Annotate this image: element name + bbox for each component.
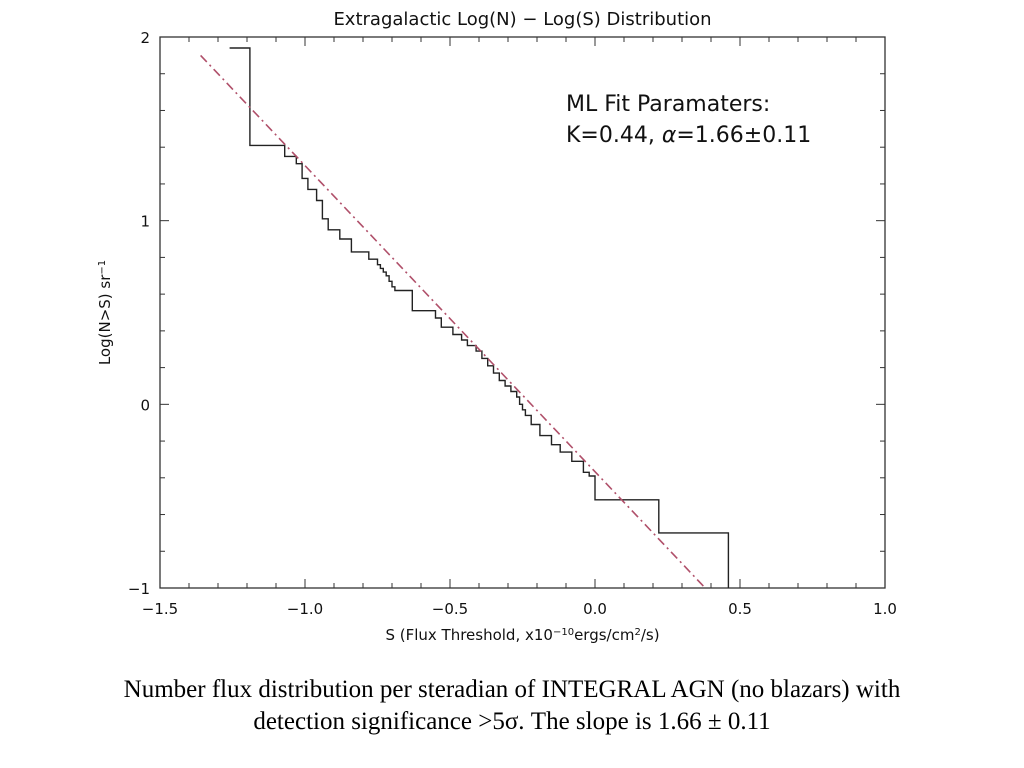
fit-params-values: K=0.44, α=1.66±0.11 — [566, 123, 811, 148]
figure-caption: Number flux distribution per steradian o… — [0, 674, 1024, 738]
fit-params-heading: ML Fit Paramaters: — [566, 92, 770, 117]
x-tick-label: 0.0 — [583, 600, 607, 618]
y-tick-label: 1 — [140, 213, 150, 231]
ml-fit-line — [200, 54, 706, 589]
y-tick-label: −1 — [128, 580, 150, 598]
plot-frame — [159, 36, 886, 589]
chart-title: Extragalactic Log(N) − Log(S) Distributi… — [333, 9, 711, 30]
caption-line-1: Number flux distribution per steradian o… — [123, 676, 901, 703]
y-axis-label: Log(N>S) sr−1 — [96, 260, 114, 365]
y-tick-label: 2 — [140, 29, 150, 47]
x-tick-label: 0.5 — [728, 600, 752, 618]
x-tick-label: −1.0 — [287, 600, 323, 618]
caption-line-2: detection significance >5σ. The slope is… — [253, 708, 771, 735]
step-distribution-line — [229, 47, 730, 588]
loglogn-chart: −1.5 −1.0 −0.5 0.0 0.5 1.0 −1 0 1 2 Extragalactic … — [96, 9, 897, 644]
x-tick-label: 1.0 — [873, 600, 897, 618]
x-tick-label: −0.5 — [432, 600, 468, 618]
y-tick-label: 0 — [140, 396, 150, 414]
figure: −1.5 −1.0 −0.5 0.0 0.5 1.0 −1 0 1 2 Extragalactic … — [96, 9, 897, 644]
x-axis-label: S (Flux Threshold, x10−10ergs/cm2/s) — [385, 626, 659, 644]
x-tick-label: −1.5 — [142, 600, 178, 618]
